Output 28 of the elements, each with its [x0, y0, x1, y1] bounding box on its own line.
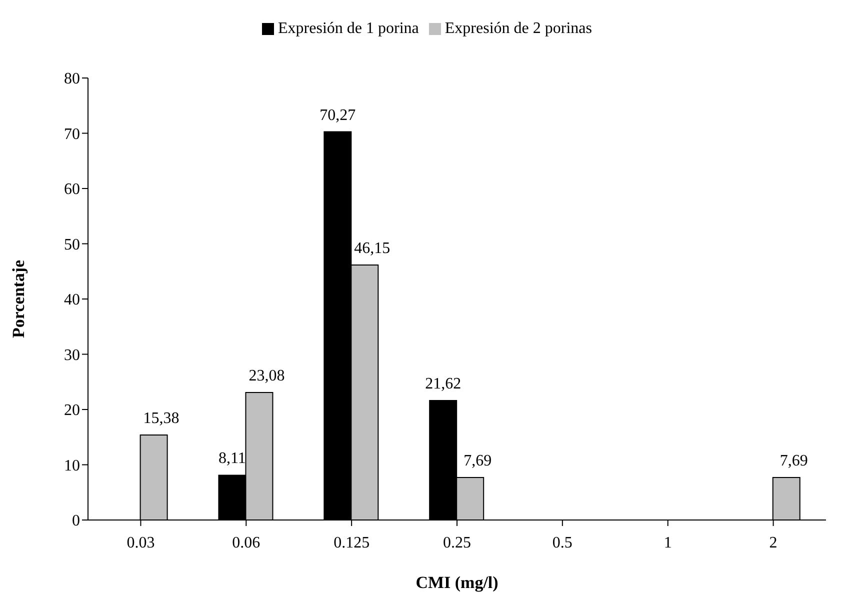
y-tick-label: 10	[64, 457, 80, 474]
y-tick-label: 50	[64, 236, 80, 254]
y-tick-label: 40	[64, 292, 80, 309]
y-tick-label: 80	[64, 70, 80, 88]
y-tick-label: 0	[72, 512, 80, 530]
data-label: 23,08	[248, 367, 285, 384]
data-label: 7,69	[464, 452, 492, 470]
data-label: 21,62	[425, 376, 462, 393]
data-label: 7,69	[780, 452, 808, 470]
data-label: 46,15	[354, 240, 390, 258]
x-tick-label: 1	[664, 534, 672, 552]
x-tick-label: 0.5	[552, 534, 572, 552]
y-axis-title: Porcentaje	[9, 260, 28, 338]
y-tick-label: 30	[64, 346, 80, 364]
y-tick-label: 20	[64, 402, 80, 420]
x-tick-label: 2	[769, 534, 778, 552]
x-tick-label: 0.25	[443, 534, 471, 552]
x-tick-label: 0.06	[232, 534, 260, 552]
y-tick-label: 70	[64, 126, 80, 143]
data-label: 70,27	[320, 106, 356, 124]
x-tick-label: 0.03	[126, 534, 155, 552]
y-tick-label: 60	[64, 181, 80, 198]
legend-label: Expresión de 2 porinas	[444, 20, 592, 37]
data-label: 8,11	[218, 450, 246, 468]
x-axis-title: CMI (mg/l)	[416, 573, 498, 592]
data-label: 15,38	[143, 410, 180, 428]
x-tick-label: 0.125	[334, 534, 370, 552]
legend-label: Expresión de 1 porina	[278, 20, 419, 37]
